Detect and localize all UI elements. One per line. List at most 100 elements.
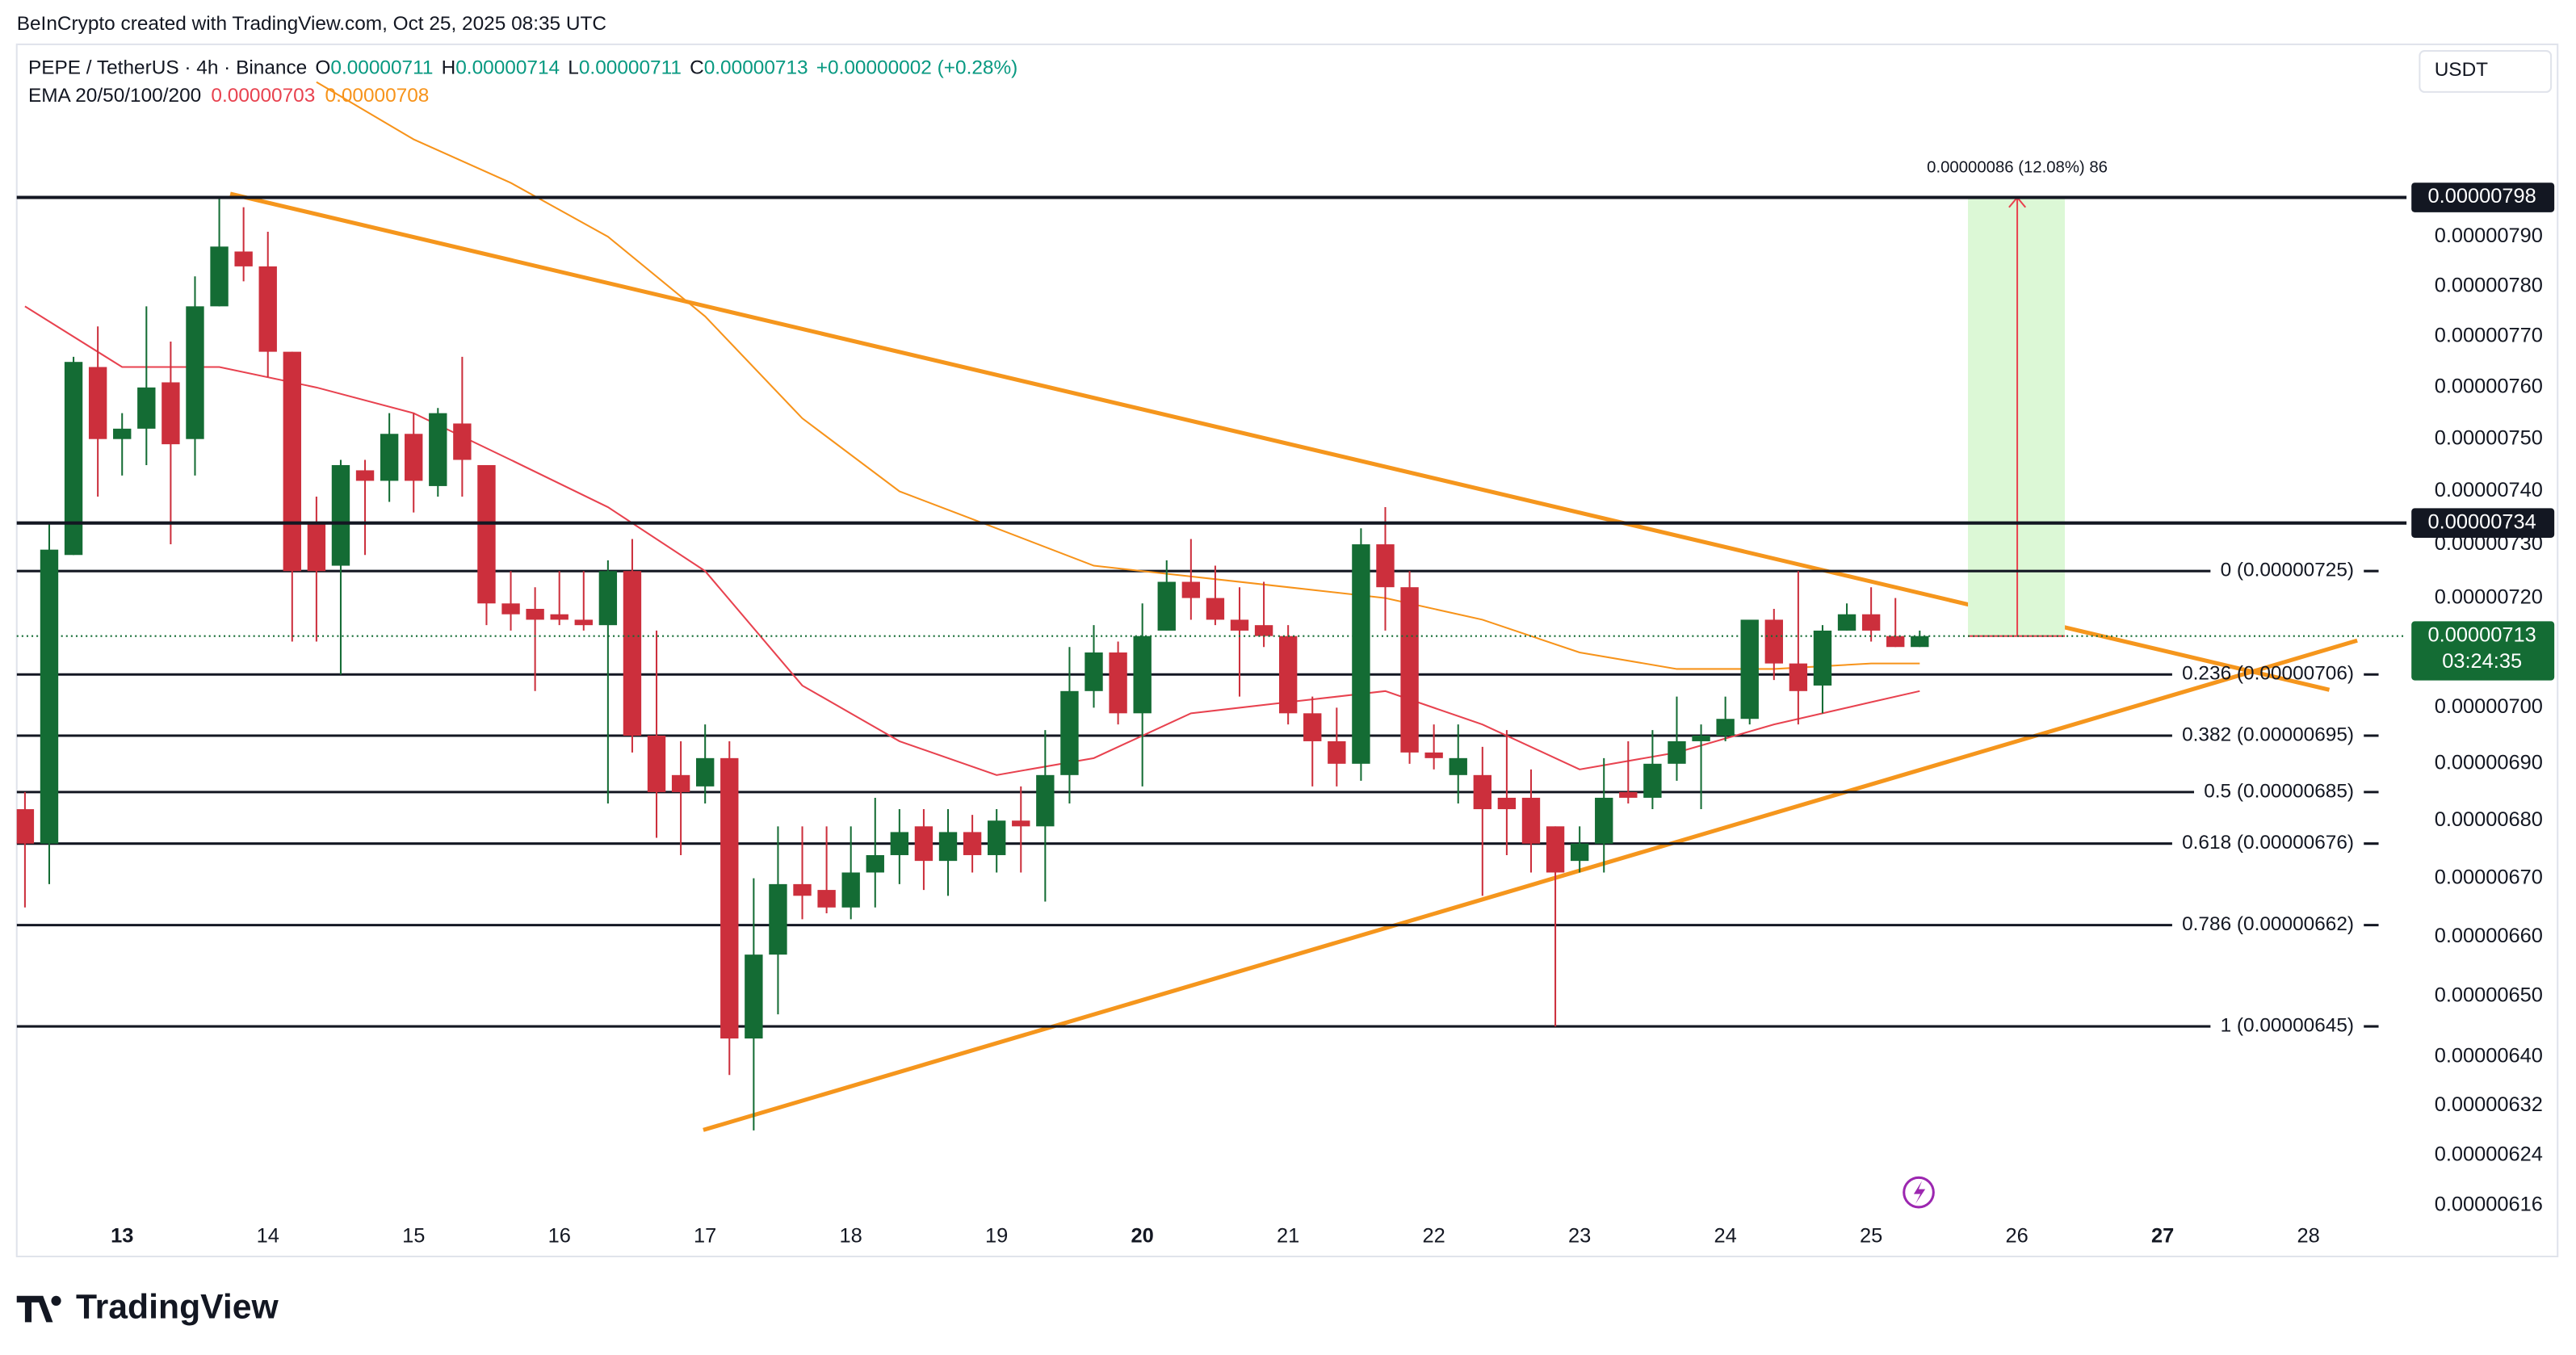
y-tick-label: 0.00000780 xyxy=(2435,274,2543,296)
y-tick-label: 0.00000790 xyxy=(2435,224,2543,247)
low: 0.00000711 xyxy=(579,57,682,79)
high: 0.00000714 xyxy=(455,57,560,79)
candle-body xyxy=(793,883,812,896)
candle-body xyxy=(1230,619,1249,631)
legend-ohlc: PEPE / TetherUS · 4h · Binance O0.0000071… xyxy=(28,57,1017,79)
candle-body xyxy=(307,522,326,572)
candle-body xyxy=(1813,630,1832,686)
candle-body xyxy=(1206,598,1225,620)
alert-bolt[interactable] xyxy=(1913,1181,1926,1204)
candle-body xyxy=(1497,797,1517,810)
x-tick-label: 27 xyxy=(2151,1224,2174,1247)
candle-body xyxy=(671,774,690,792)
y-tick-label: 0.00000770 xyxy=(2435,325,2543,347)
fib-label: 0.786 (0.00000662) xyxy=(2182,913,2354,935)
price-tag-label: 0.00000734 xyxy=(2428,510,2536,533)
fib-label: 1 (0.00000645) xyxy=(2221,1015,2354,1037)
candle-body xyxy=(1085,652,1103,691)
candle-body xyxy=(1546,826,1565,873)
y-tick-label: 0.00000640 xyxy=(2435,1044,2543,1067)
candle-body xyxy=(769,883,787,955)
fib-label: 0 (0.00000725) xyxy=(2221,560,2354,581)
h-label: H xyxy=(442,57,456,79)
candle-body xyxy=(1400,587,1419,753)
candle-body xyxy=(16,809,35,844)
candle-body xyxy=(890,832,909,855)
currency[interactable]: USDT xyxy=(2435,59,2488,81)
candle-body xyxy=(162,382,180,445)
candle-body xyxy=(137,387,156,429)
o-label: O xyxy=(315,57,330,79)
ema-label: EMA 20/50/100/200 xyxy=(28,85,201,107)
x-tick-label: 14 xyxy=(257,1224,279,1247)
legend-ema: EMA 20/50/100/200 0.00000703 0.00000708 xyxy=(28,85,429,107)
candle-body xyxy=(1837,614,1856,631)
candle-body xyxy=(186,306,204,439)
candle-body xyxy=(1181,581,1201,598)
y-tick-label: 0.00000740 xyxy=(2435,479,2543,501)
y-tick-label: 0.00000680 xyxy=(2435,808,2543,831)
candle-body xyxy=(1643,763,1662,798)
candle-body xyxy=(1133,636,1152,714)
fib-label: 0.236 (0.00000706) xyxy=(2182,663,2354,685)
candle-body xyxy=(574,619,593,626)
x-tick-label: 22 xyxy=(1423,1224,1445,1247)
candle-body xyxy=(1521,797,1541,844)
c-label: C xyxy=(690,57,704,79)
candle-body xyxy=(1376,544,1395,588)
y-tick-label: 0.00000624 xyxy=(2435,1143,2543,1165)
candle-body xyxy=(1278,636,1298,714)
candle-body xyxy=(1328,740,1346,764)
logo-mark xyxy=(16,1295,53,1323)
chart-frame xyxy=(15,43,2559,1257)
trendline xyxy=(703,638,2358,1132)
price-tag-label: 0.00000798 xyxy=(2428,185,2536,208)
candle-body xyxy=(914,826,933,862)
x-tick-label: 20 xyxy=(1131,1224,1154,1247)
candle-body xyxy=(841,872,860,908)
x-tick-label: 18 xyxy=(840,1224,862,1247)
x-tick-label: 26 xyxy=(2005,1224,2028,1247)
y-tick-label: 0.00000720 xyxy=(2435,585,2543,608)
candle-body xyxy=(526,608,544,620)
candle-body xyxy=(234,251,253,266)
candle-body xyxy=(1740,619,1759,719)
alert-icon[interactable] xyxy=(1903,1176,1935,1209)
y-tick-label: 0.00000700 xyxy=(2435,695,2543,718)
candle-body xyxy=(1789,663,1808,691)
candle-body xyxy=(866,854,884,873)
y-tick-label: 0.00000690 xyxy=(2435,752,2543,774)
candle-body xyxy=(1303,713,1322,741)
y-tick-label: 0.00000660 xyxy=(2435,925,2543,947)
l-label: L xyxy=(568,57,579,79)
candle-body xyxy=(1060,690,1079,775)
candle-body xyxy=(938,832,958,862)
candle-body xyxy=(331,464,350,566)
candle-body xyxy=(453,423,472,460)
candle-body xyxy=(1352,544,1370,764)
candle-body xyxy=(1911,636,1929,648)
currency-button[interactable] xyxy=(2419,50,2553,93)
candle-body xyxy=(1716,719,1735,736)
alert-circle[interactable] xyxy=(1903,1176,1935,1209)
candle-body xyxy=(1886,636,1905,648)
candle-body xyxy=(623,571,642,736)
candle-body xyxy=(745,954,763,1039)
open: 0.00000711 xyxy=(330,57,433,79)
candle-body xyxy=(1764,619,1783,664)
candle-body xyxy=(720,757,739,1039)
x-tick-label: 24 xyxy=(1714,1224,1737,1247)
x-tick-label: 13 xyxy=(111,1224,133,1247)
fib-label: 0.618 (0.00000676) xyxy=(2182,832,2354,854)
logo-dot xyxy=(51,1295,61,1306)
candle-body xyxy=(380,434,399,481)
candle-body xyxy=(817,890,836,908)
ema20: 0.00000703 xyxy=(211,85,315,107)
x-tick-label: 19 xyxy=(985,1224,1008,1247)
candle-body xyxy=(1109,652,1127,714)
y-tick-label: 0.00000760 xyxy=(2435,375,2543,398)
close: 0.00000713 xyxy=(704,57,808,79)
candle-body xyxy=(696,757,715,787)
